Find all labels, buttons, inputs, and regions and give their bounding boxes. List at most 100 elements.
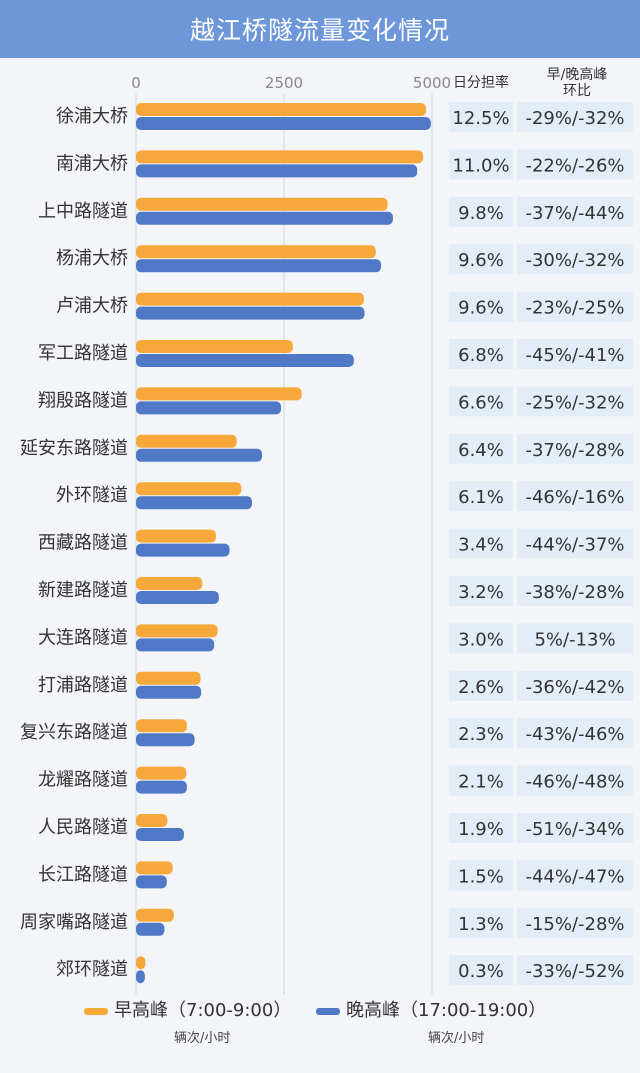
share-value: 9.6% <box>458 250 504 271</box>
bar-evening <box>136 970 145 984</box>
bar-morning <box>136 103 427 116</box>
change-value: -29%/-32% <box>525 108 624 129</box>
chart-row: 郊环隧道 0.3% -33%/-52% <box>56 955 633 986</box>
bar-morning <box>136 292 364 306</box>
change-value: -46%/-16% <box>525 487 624 508</box>
bar-evening <box>136 685 202 699</box>
bar-evening <box>136 259 382 273</box>
change-column-header: 早/晚高峰 环比 <box>520 67 634 99</box>
chart-row: 延安东路隧道 6.4% -37%/-28% <box>20 433 633 464</box>
chart-row: 长江路隧道 1.5% -44%/-47% <box>38 860 633 891</box>
chart-row: 上中路隧道 9.8% -37%/-44% <box>38 196 633 227</box>
bar-evening <box>136 211 393 225</box>
category-label: 西藏路隧道 <box>38 533 128 554</box>
bar-morning <box>136 719 187 733</box>
share-value: 0.3% <box>458 961 504 982</box>
share-value: 1.9% <box>458 819 504 840</box>
change-value: -46%/-48% <box>525 772 624 793</box>
share-cell <box>449 339 513 369</box>
x-axis-ticks: 0 2500 5000 <box>131 74 451 92</box>
share-column-header: 日分担率 <box>446 75 516 91</box>
legend-swatch-morning <box>84 1008 108 1015</box>
bar-morning <box>136 956 146 970</box>
share-cell <box>449 670 513 701</box>
change-cell <box>517 149 633 180</box>
title-bar: 越江桥隧流量变化情况 <box>0 0 640 58</box>
chart-row: 新建路隧道 3.2% -38%/-28% <box>38 576 633 606</box>
category-label: 大连路隧道 <box>38 627 128 648</box>
bar-morning <box>136 814 168 827</box>
bar-morning <box>136 434 237 448</box>
chart-title: 越江桥隧流量变化情况 <box>189 16 450 45</box>
legend-unit-evening: 辆次/小时 <box>428 1030 484 1046</box>
chart-rows: 徐浦大桥 12.5% -29%/-32% 南浦大桥 11.0% -22%/-26% 上中路隧… <box>20 102 633 986</box>
change-cell <box>517 576 633 606</box>
legend-unit-morning: 辆次/小时 <box>174 1030 230 1046</box>
share-value: 2.6% <box>458 677 504 698</box>
change-cell <box>517 196 633 227</box>
change-value: -44%/-37% <box>525 535 624 556</box>
change-cell <box>517 907 633 938</box>
change-value: -33%/-52% <box>525 961 624 982</box>
change-cell <box>517 955 633 986</box>
category-label: 军工路隧道 <box>38 343 128 364</box>
bar-morning <box>136 624 218 638</box>
x-tick-label: 0 <box>131 74 141 92</box>
share-value: 11.0% <box>452 155 509 176</box>
chart-row: 大连路隧道 3.0% 5%/-13% <box>38 623 633 654</box>
bar-evening <box>136 354 354 367</box>
category-label: 长江路隧道 <box>38 864 128 885</box>
bar-morning <box>136 671 201 685</box>
bar-evening <box>136 733 195 747</box>
change-cell <box>517 813 633 843</box>
chart-row: 卢浦大桥 9.6% -23%/-25% <box>56 291 633 322</box>
share-cell <box>449 813 513 843</box>
bar-evening <box>136 117 431 130</box>
change-value: -37%/-28% <box>525 440 624 461</box>
share-cell <box>449 907 513 938</box>
share-value: 3.4% <box>458 535 504 556</box>
change-cell <box>517 433 633 464</box>
category-label: 外环隧道 <box>56 485 128 506</box>
chart-row: 徐浦大桥 12.5% -29%/-32% <box>56 102 633 132</box>
bar-evening <box>136 922 165 936</box>
bar-morning <box>136 245 376 259</box>
change-value: 5%/-13% <box>534 629 615 650</box>
change-cell <box>517 718 633 749</box>
chart-row: 杨浦大桥 9.6% -30%/-32% <box>56 244 633 275</box>
bar-morning <box>136 861 173 875</box>
category-label: 打浦路隧道 <box>38 675 128 696</box>
category-label: 上中路隧道 <box>38 201 128 222</box>
share-value: 3.2% <box>458 582 504 603</box>
change-cell <box>517 481 633 512</box>
change-value: -51%/-34% <box>525 819 624 840</box>
bar-morning <box>136 577 203 590</box>
share-value: 1.3% <box>458 914 504 935</box>
change-cell <box>517 623 633 654</box>
share-value: 6.6% <box>458 392 504 413</box>
bar-morning <box>136 482 242 496</box>
legend-label-evening: 晚高峰（17:00-19:00） <box>346 1000 546 1021</box>
change-cell <box>517 528 633 559</box>
share-cell <box>449 149 513 180</box>
category-label: 卢浦大桥 <box>56 296 128 317</box>
change-cell <box>517 102 633 132</box>
share-value: 9.8% <box>458 203 504 224</box>
share-cell <box>449 860 513 891</box>
change-value: -23%/-25% <box>525 298 624 319</box>
share-cell <box>449 433 513 464</box>
change-value: -43%/-46% <box>525 724 624 745</box>
share-value: 2.3% <box>458 724 504 745</box>
bar-evening <box>136 496 253 510</box>
chart-row: 周家嘴路隧道 1.3% -15%/-28% <box>20 907 633 938</box>
bar-morning <box>136 150 424 164</box>
change-value: -45%/-41% <box>525 345 624 366</box>
category-label: 杨浦大桥 <box>56 248 128 269</box>
bar-morning <box>136 387 302 401</box>
change-value: -44%/-47% <box>525 866 624 887</box>
chart-row: 西藏路隧道 3.4% -44%/-37% <box>38 528 633 559</box>
category-label: 延安东路隧道 <box>20 438 128 459</box>
category-label: 人民路隧道 <box>38 817 128 838</box>
bar-evening <box>136 306 365 320</box>
bar-evening <box>136 543 230 557</box>
